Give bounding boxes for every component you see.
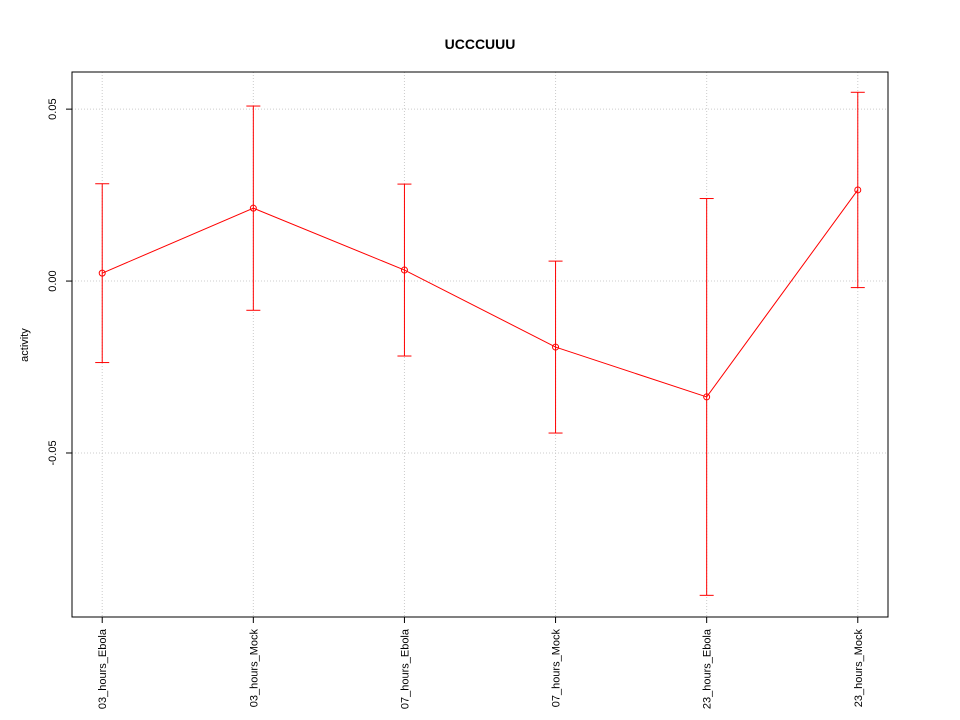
point (552, 343, 560, 351)
x-tick-label: 07_hours_Mock (551, 629, 563, 708)
point (400, 266, 408, 274)
x-tick-label: 03_hours_Mock (248, 629, 260, 708)
point (854, 186, 862, 194)
plot-frame (71, 71, 889, 618)
y-axis-label: activity (19, 328, 31, 362)
point (249, 204, 257, 212)
point (98, 269, 106, 277)
line (102, 189, 859, 398)
x-tick-label: 03_hours_Ebola (97, 628, 109, 709)
x-tick-label: 23_hours_Ebola (702, 628, 714, 709)
x-tick-label: 23_hours_Mock (853, 629, 865, 708)
y-tick-label: 0.05 (47, 98, 59, 119)
chart-title: UCCCUUU (445, 36, 516, 52)
y-tick-label: 0.00 (47, 270, 59, 291)
y-tick-label: -0.05 (47, 440, 59, 465)
x-tick-label: 07_hours_Ebola (399, 628, 411, 709)
point (703, 393, 711, 401)
